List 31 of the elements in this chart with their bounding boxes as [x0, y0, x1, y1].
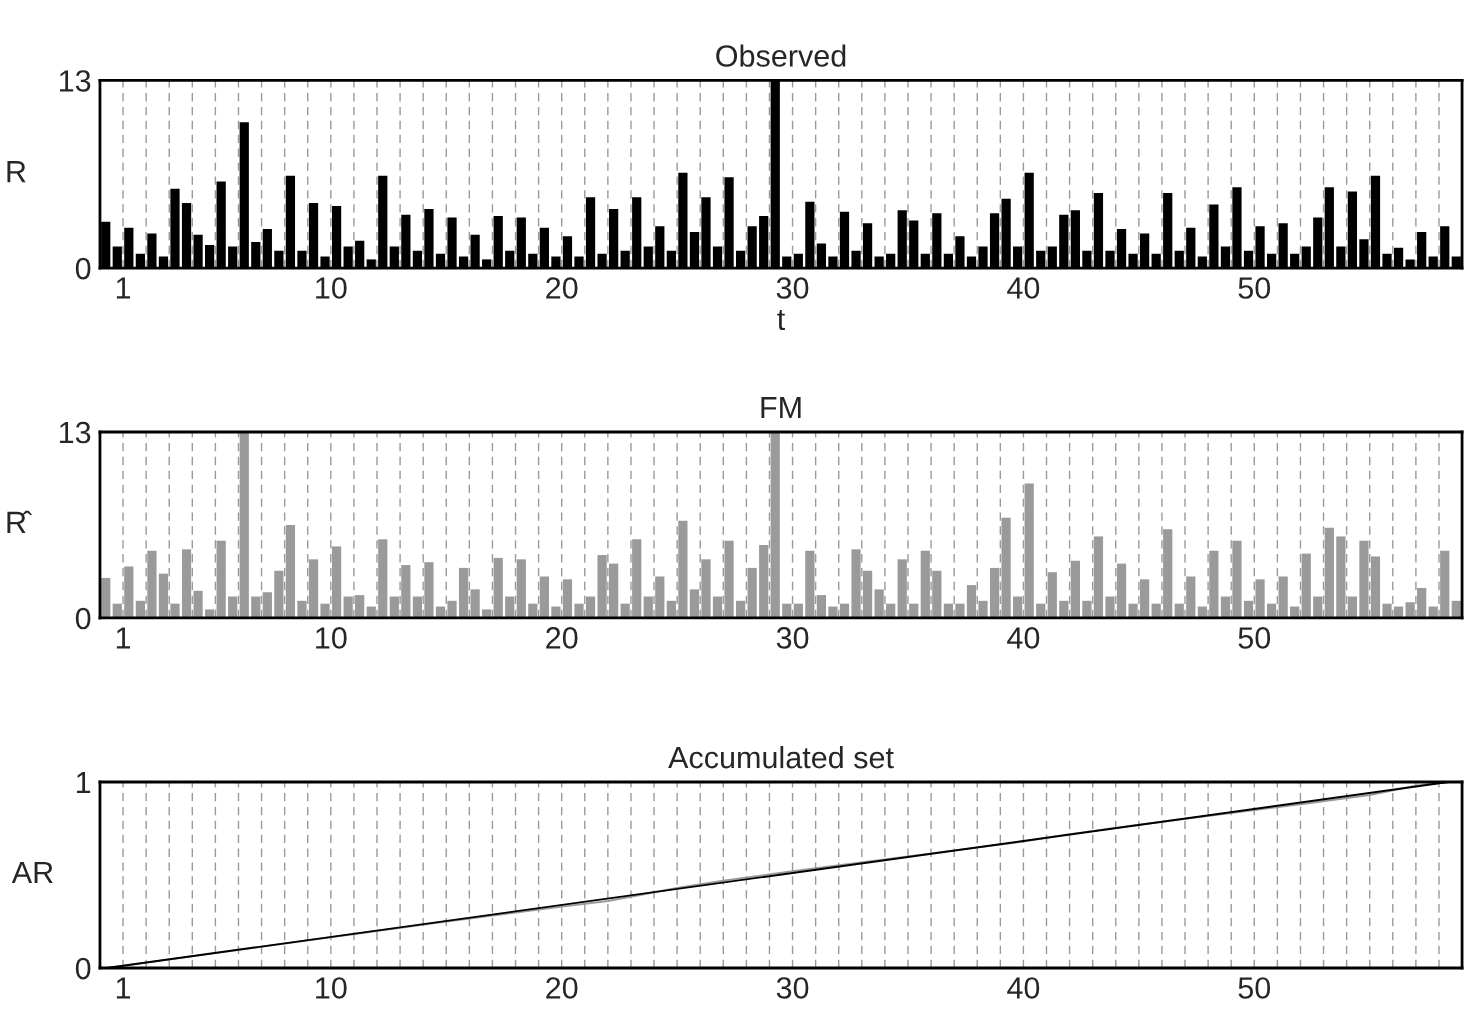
y-axis-title: R — [7, 161, 26, 183]
x-tick-label: 50 — [1238, 627, 1271, 649]
y-tick-label: 0 — [75, 607, 91, 630]
x-tick-label: 1 — [116, 977, 131, 999]
chart-title: FM — [761, 397, 801, 419]
x-tick-label: 20 — [546, 977, 578, 999]
x-tick-label: 40 — [1007, 277, 1040, 299]
x-tick-label: 20 — [546, 277, 578, 299]
y-axis-title: R̂ — [7, 510, 32, 533]
x-tick-label: 20 — [546, 627, 578, 649]
x-tick-label: 10 — [316, 977, 347, 999]
x-tick-label: 1 — [116, 627, 131, 649]
y-axis-title: AR — [11, 861, 53, 883]
x-tick-label: 40 — [1007, 627, 1040, 649]
x-tick-label: 50 — [1238, 977, 1271, 999]
x-tick-label: 50 — [1238, 277, 1271, 299]
x-axis-title: t — [777, 310, 786, 331]
y-tick-label: 0 — [75, 257, 91, 280]
chart-title: Observed — [716, 44, 846, 67]
y-tick-label: 0 — [75, 957, 91, 980]
x-tick-label: 30 — [776, 627, 809, 649]
chart-title: Accumulated set — [668, 745, 894, 769]
y-tick-label: 13 — [59, 70, 91, 92]
y-tick-label: 13 — [59, 421, 91, 444]
y-tick-label: 1 — [76, 772, 91, 794]
x-tick-label: 10 — [316, 277, 347, 299]
x-tick-label: 1 — [116, 277, 131, 299]
x-tick-label: 30 — [776, 977, 809, 999]
x-tick-label: 30 — [776, 277, 809, 299]
x-tick-label: 40 — [1007, 977, 1040, 999]
x-tick-label: 10 — [316, 627, 347, 649]
